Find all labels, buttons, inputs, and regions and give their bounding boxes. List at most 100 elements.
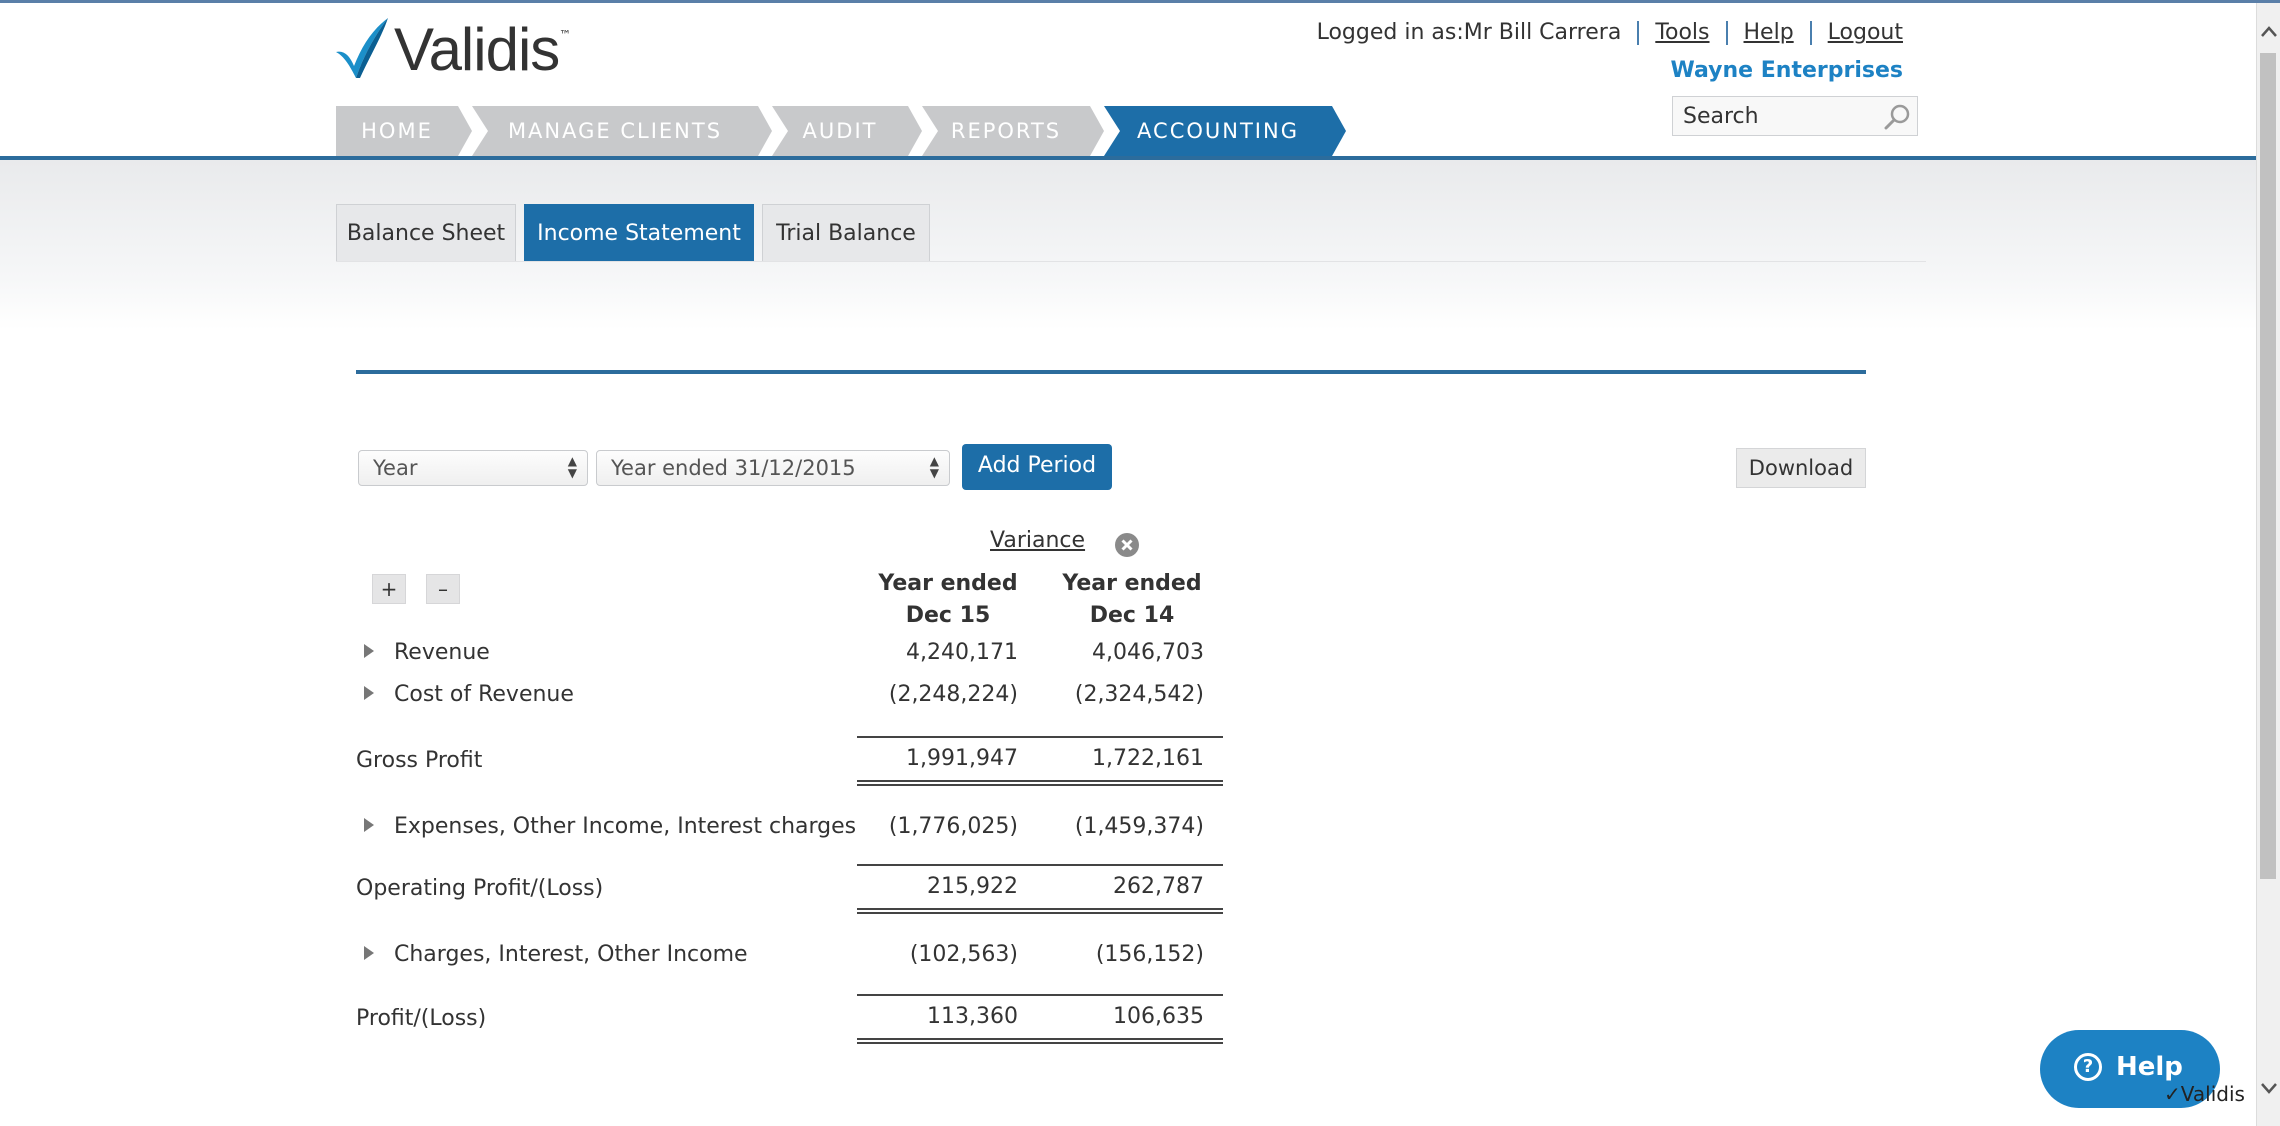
tools-link[interactable]: Tools: [1655, 20, 1710, 45]
value-dec14: (2,324,542): [1074, 682, 1204, 707]
value-dec15: 1,991,947: [906, 746, 1018, 771]
row-label-operating-profit: Operating Profit/(Loss): [356, 876, 604, 901]
row-label-gross-profit: Gross Profit: [356, 748, 483, 773]
nav-separator: [472, 106, 488, 156]
value-dec14: 4,046,703: [1092, 640, 1204, 665]
nav-accounting-label: ACCOUNTING: [1137, 119, 1299, 143]
company-name[interactable]: Wayne Enterprises: [1670, 58, 1903, 83]
window-top-border: [0, 0, 2280, 3]
chevron-up-icon[interactable]: [2259, 22, 2279, 42]
help-widget-label: Help: [2116, 1052, 2183, 1082]
divider: [1809, 20, 1812, 45]
nav-separator: [1090, 106, 1104, 156]
select-arrows-icon: ▲ ▼: [567, 454, 577, 480]
expand-all-button[interactable]: +: [372, 574, 406, 604]
value-dec15: 4,240,171: [906, 640, 1018, 665]
search-box: [1672, 96, 1918, 136]
content-divider: [356, 370, 1866, 374]
nav-home[interactable]: HOME: [336, 106, 458, 156]
column-header-dec15: Year ended Dec 15: [868, 568, 1028, 632]
nav-separator: [458, 106, 472, 156]
question-circle-icon: ?: [2074, 1053, 2102, 1081]
expand-row-icon[interactable]: [364, 644, 374, 658]
search-icon[interactable]: [1883, 103, 1911, 131]
variance-link[interactable]: Variance: [990, 528, 1086, 553]
logged-in-text: Logged in as:Mr Bill Carrera: [1316, 20, 1622, 45]
tab-balance-sheet-label: Balance Sheet: [346, 221, 506, 246]
expand-row-icon[interactable]: [364, 686, 374, 700]
nav-separator: [1332, 106, 1346, 156]
value-dec14: 106,635: [1113, 1004, 1204, 1029]
divider: [1637, 20, 1640, 45]
tab-balance-sheet[interactable]: Balance Sheet: [336, 204, 516, 262]
search-input[interactable]: [1681, 103, 1875, 130]
scrollbar-thumb[interactable]: [2260, 53, 2276, 879]
tab-trial-balance-label: Trial Balance: [776, 221, 916, 246]
subtotal-line: [857, 736, 1223, 738]
total-double-line: [857, 908, 1223, 914]
add-period-button[interactable]: Add Period: [962, 444, 1112, 490]
column-header-line1: Year ended: [878, 571, 1018, 596]
value-dec15: (102,563): [909, 942, 1018, 967]
column-header-line2: Dec 14: [1089, 603, 1175, 628]
collapse-all-button[interactable]: –: [426, 574, 460, 604]
select-arrows-icon: ▲ ▼: [929, 454, 939, 480]
subtotal-line: [857, 994, 1223, 996]
expand-row-icon[interactable]: [364, 818, 374, 832]
divider: [1725, 20, 1728, 45]
trademark: ™: [559, 28, 572, 42]
value-dec15: (2,248,224): [888, 682, 1018, 707]
nav-separator: [922, 106, 938, 156]
value-dec15: 113,360: [927, 1004, 1018, 1029]
column-header-line1: Year ended: [1062, 571, 1202, 596]
nav-separator: [908, 106, 922, 156]
period-select[interactable]: Year ended 31/12/2015 ▲ ▼: [596, 450, 950, 486]
nav-audit-label: AUDIT: [802, 119, 878, 143]
nav-audit[interactable]: AUDIT: [772, 106, 908, 156]
nav-reports-label: REPORTS: [950, 119, 1062, 143]
expand-row-icon[interactable]: [364, 946, 374, 960]
value-dec14: (156,152): [1095, 942, 1204, 967]
nav-home-label: HOME: [361, 119, 433, 143]
chevron-down-icon[interactable]: [2259, 1078, 2279, 1098]
total-double-line: [857, 1038, 1223, 1044]
help-link[interactable]: Help: [1743, 20, 1794, 45]
logout-link[interactable]: Logout: [1827, 20, 1903, 45]
close-variance-icon[interactable]: [1114, 532, 1140, 558]
nav-separator: [1104, 106, 1120, 156]
download-button[interactable]: Download: [1736, 448, 1866, 488]
nav-manage-clients-label: MANAGE CLIENTS: [507, 119, 723, 143]
value-dec14: 1,722,161: [1092, 746, 1204, 771]
nav-accounting[interactable]: ACCOUNTING: [1104, 106, 1332, 156]
value-dec15: (1,776,025): [888, 814, 1018, 839]
column-header-line2: Dec 15: [905, 603, 991, 628]
checkmark-logo-icon: [336, 18, 388, 78]
value-dec14: 262,787: [1113, 874, 1204, 899]
nav-separator: [758, 106, 772, 156]
tab-income-statement[interactable]: Income Statement: [524, 204, 754, 262]
validis-logo[interactable]: Validis ™: [334, 14, 571, 80]
period-value: Year ended 31/12/2015: [611, 456, 856, 480]
nav-separator: [772, 106, 788, 156]
period-type-select[interactable]: Year ▲ ▼: [358, 450, 588, 486]
tab-income-statement-label: Income Statement: [537, 221, 741, 246]
row-label-revenue[interactable]: Revenue: [394, 640, 490, 665]
row-label-cost-of-revenue[interactable]: Cost of Revenue: [394, 682, 574, 707]
subtotal-line: [857, 864, 1223, 866]
nav-manage-clients[interactable]: MANAGE CLIENTS: [472, 106, 758, 156]
watermark-text: Validis: [2180, 1082, 2245, 1106]
period-type-value: Year: [373, 456, 418, 480]
row-label-expenses[interactable]: Expenses, Other Income, Interest charges: [394, 814, 857, 839]
help-widget-button[interactable]: ? Help: [2040, 1030, 2220, 1108]
brand-name: Validis: [394, 16, 560, 83]
nav-reports[interactable]: REPORTS: [922, 106, 1090, 156]
tab-trial-balance[interactable]: Trial Balance: [762, 204, 930, 262]
column-header-dec14: Year ended Dec 14: [1052, 568, 1212, 632]
value-dec15: 215,922: [927, 874, 1018, 899]
total-double-line: [857, 780, 1223, 786]
vertical-scrollbar[interactable]: [2256, 3, 2280, 1126]
tabs-underline: [336, 261, 1926, 262]
row-label-charges[interactable]: Charges, Interest, Other Income: [394, 942, 748, 967]
header-divider: [0, 156, 2256, 160]
row-label-profit-loss: Profit/(Loss): [356, 1006, 487, 1031]
